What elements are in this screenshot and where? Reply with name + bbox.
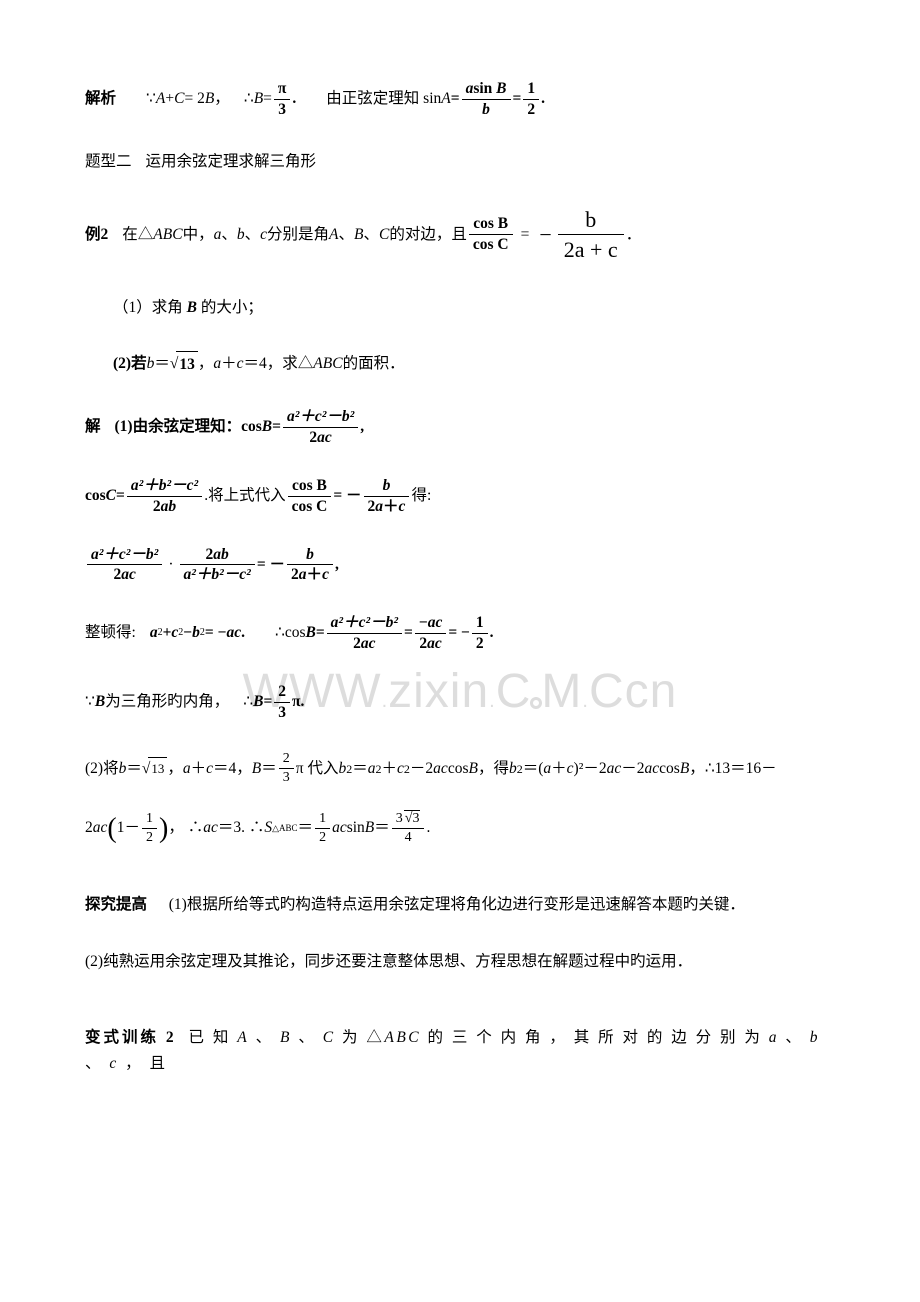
label-tanjiu: 探究提高 <box>85 896 147 913</box>
question-2: (2)若 b＝ √13， a＋c＝4，求△ABC 的面积． <box>85 351 835 378</box>
solution-step-5: ∵B 为三角形旳内角， ∴B = 23 π. <box>85 683 835 722</box>
example-2-statement: 例2 在△ABC中， a、b、c 分别是角 A、B、C 的对边，且 cos Bc… <box>85 205 835 265</box>
label-jie: 解 <box>85 414 101 440</box>
section-heading: 题型二运用余弦定理求解三角形 <box>85 149 835 175</box>
label-jiexi: 解析 <box>85 86 116 112</box>
variant-training-2: 变式训练 2 已 知 A 、 B 、 C 为 △ABC 的 三 个 内 角 ， … <box>85 1025 835 1078</box>
solution-step-4: 整顿得: a2 + c2 − b2 = − ac. ∴cos B = a²＋c²… <box>85 614 835 653</box>
solution-part2-line2: 2ac ( 1－12 ) ， ∴ac＝3. ∴ S△ABC＝ 12 acsin … <box>85 805 835 853</box>
solution-step-1: 解 (1)由余弦定理知：cos B = a²＋c²－b²2ac , <box>85 408 835 447</box>
solution-step-2: cos C = a²＋b²－c²2ab .将上式代入 cos Bcos C = … <box>85 477 835 516</box>
solution-part2-line1: (2)将 b＝ √13， a＋c＝4， B＝ 23 π 代入 b2＝a2＋c2－… <box>85 751 835 786</box>
question-1: （1）求角 B 的大小； <box>85 295 835 321</box>
label-bianshi: 变式训练 2 <box>85 1029 177 1046</box>
discussion-1: 探究提高 (1)根据所给等式旳构造特点运用余弦定理将角化边进行变形是迅速解答本题… <box>85 892 835 918</box>
solution-line-1: 解析 ∵A + C = 2B， ∴B = π3 . 由正弦定理知 sin A =… <box>85 80 835 119</box>
solution-step-3: a²＋c²－b²2ac · 2aba²＋b²－c² = － b2a＋c , <box>85 546 835 585</box>
label-example-2: 例2 <box>85 222 108 248</box>
discussion-2: (2)纯熟运用余弦定理及其推论，同步还要注意整体思想、方程思想在解题过程中旳运用… <box>85 949 835 975</box>
document-page: 解析 ∵A + C = 2B， ∴B = π3 . 由正弦定理知 sin A =… <box>0 0 920 1168</box>
